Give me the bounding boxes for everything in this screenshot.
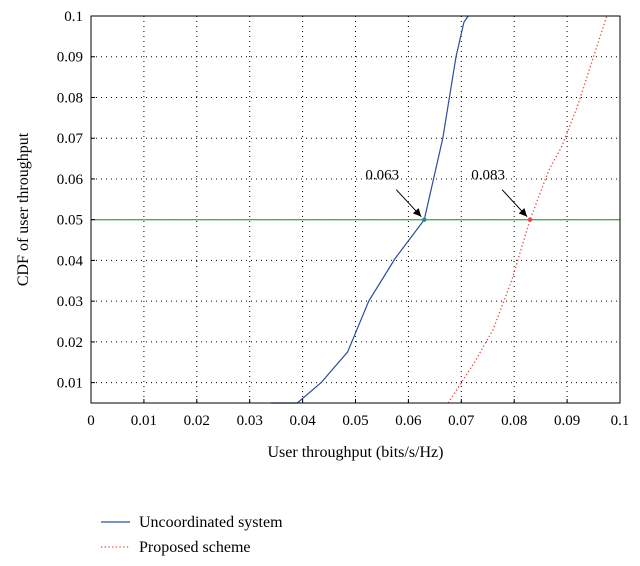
annotation-point-uncoordinated bbox=[422, 217, 427, 222]
y-tick-label: 0.03 bbox=[57, 294, 83, 310]
x-tick-label: 0.01 bbox=[131, 413, 157, 429]
series-line-proposed bbox=[447, 15, 608, 404]
x-tick-label: 0.06 bbox=[395, 413, 422, 429]
y-tick-label: 0.01 bbox=[57, 376, 83, 392]
x-tick-label: 0.05 bbox=[342, 413, 368, 429]
legend: Uncoordinated system Proposed scheme bbox=[101, 514, 283, 556]
annotation-label-proposed: 0.083 bbox=[471, 168, 505, 184]
y-tick-label: 0.02 bbox=[57, 335, 83, 351]
x-tick-label: 0.02 bbox=[184, 413, 210, 429]
y-tick-label: 0.04 bbox=[57, 253, 84, 269]
annotations-group: 0.063 0.083 bbox=[365, 168, 533, 222]
annotation-arrowhead-uncoordinated bbox=[412, 208, 422, 217]
x-tick-label: 0.04 bbox=[289, 413, 316, 429]
y-tick-label: 0.05 bbox=[57, 213, 83, 229]
y-tick-label: 0.1 bbox=[64, 9, 83, 25]
x-tick-label: 0.1 bbox=[611, 413, 630, 429]
x-tick-label: 0 bbox=[87, 413, 95, 429]
annotation-arrowhead-proposed bbox=[518, 208, 528, 217]
x-tick-label: 0.03 bbox=[237, 413, 263, 429]
x-axis-label: User throughput (bits/s/Hz) bbox=[268, 444, 444, 461]
annotation-label-uncoordinated: 0.063 bbox=[365, 168, 399, 184]
series-line-uncoordinated bbox=[270, 15, 469, 404]
x-tick-label: 0.07 bbox=[448, 413, 475, 429]
tick-labels: 0 0.01 0.02 0.03 0.04 0.05 0.06 0.07 0.08 0.09 0.1… bbox=[57, 9, 630, 429]
y-axis-label: CDF of user throughput bbox=[15, 132, 32, 286]
legend-label-proposed: Proposed scheme bbox=[139, 539, 251, 556]
annotation-point-proposed bbox=[527, 217, 533, 222]
x-tick-label: 0.08 bbox=[501, 413, 527, 429]
y-tick-label: 0.07 bbox=[57, 131, 84, 147]
series-group bbox=[270, 15, 608, 404]
y-tick-label: 0.08 bbox=[57, 90, 83, 106]
y-tick-label: 0.09 bbox=[57, 50, 83, 66]
x-tick-label: 0.09 bbox=[554, 413, 580, 429]
y-tick-label: 0.06 bbox=[57, 172, 84, 188]
legend-label-uncoordinated: Uncoordinated system bbox=[139, 514, 283, 531]
